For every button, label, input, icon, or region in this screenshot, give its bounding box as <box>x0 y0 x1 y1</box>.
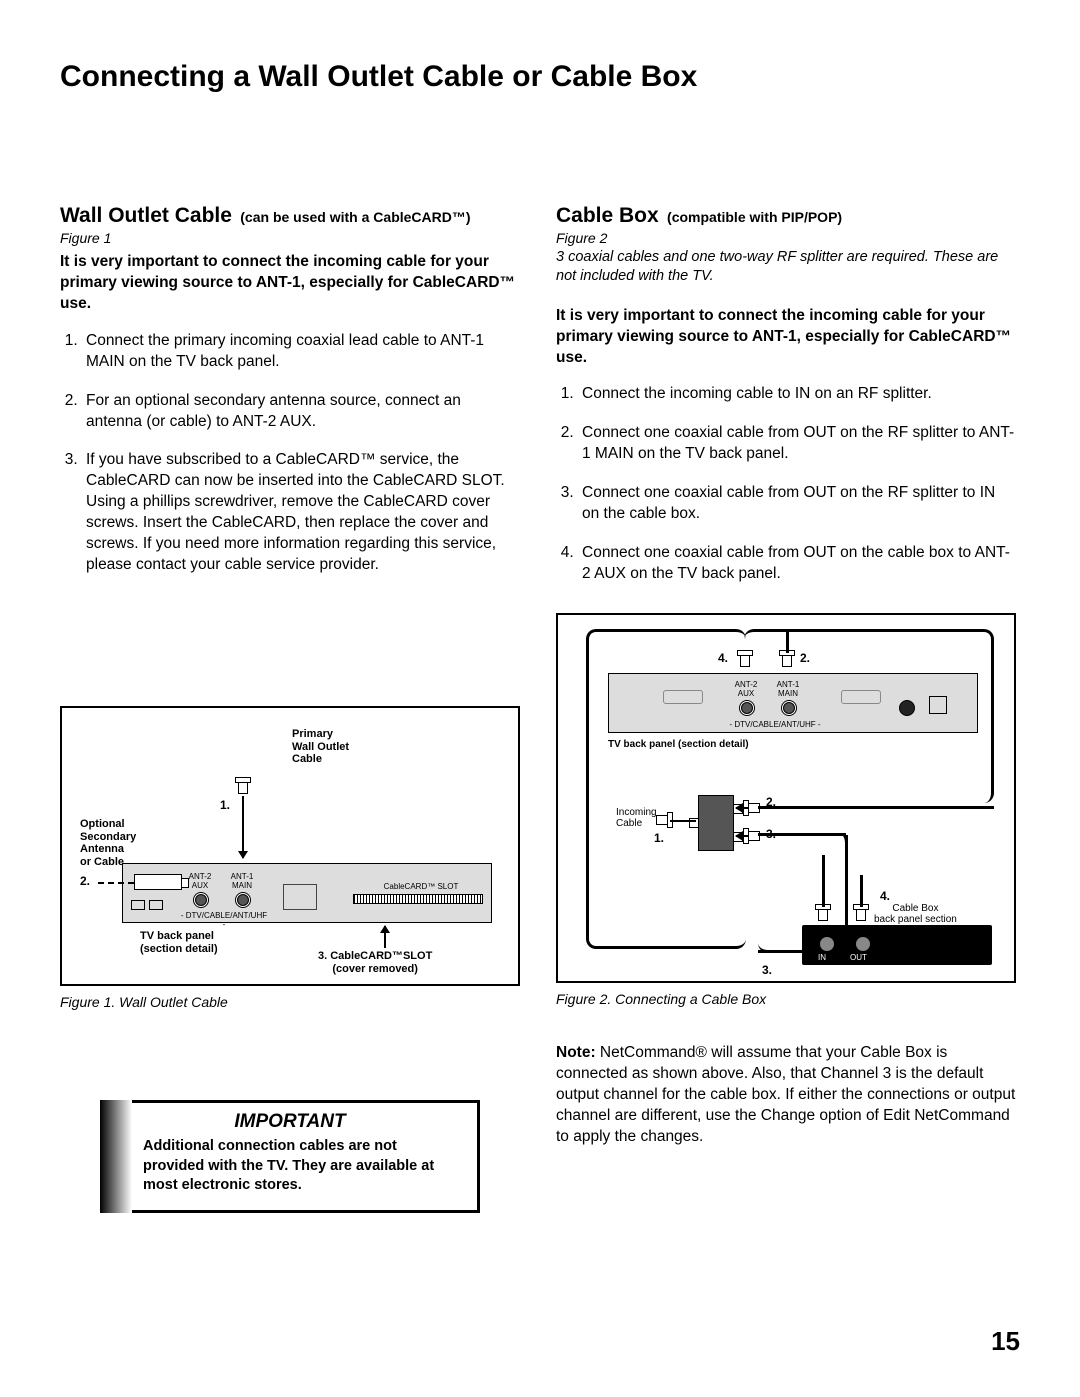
right-requirements: 3 coaxial cables and one two-way RF spli… <box>556 248 1016 286</box>
right-step-4: Connect one coaxial cable from OUT on th… <box>578 543 1016 585</box>
fig1-ant2-label: ANT-2AUX <box>185 872 215 890</box>
fig1-slot-callout: 3. CableCARD™SLOT(cover removed) <box>318 950 432 975</box>
figure2-label: Figure 2 <box>556 230 1016 246</box>
fig1-under-label: - DTV/CABLE/ANT/UHF - <box>179 911 269 929</box>
figure1-label: Figure 1 <box>60 230 520 246</box>
fig1-tv-panel: ANT-2AUX ANT-1MAIN - DTV/CABLE/ANT/UHF -… <box>122 863 492 923</box>
fig1-optional-label: OptionalSecondaryAntennaor Cable <box>80 818 136 869</box>
wall-outlet-heading: Wall Outlet Cable <box>60 204 232 227</box>
right-step-3: Connect one coaxial cable from OUT on th… <box>578 483 1016 525</box>
left-steps: Connect the primary incoming coaxial lea… <box>60 331 520 576</box>
left-step-3: If you have subscribed to a CableCARD™ s… <box>82 450 520 576</box>
fig1-ant1-label: ANT-1MAIN <box>227 872 257 890</box>
cable-box-heading-row: Cable Box (compatible with PIP/POP) <box>556 204 1016 228</box>
fig1-backpanel-label: TV back panel(section detail) <box>140 930 218 955</box>
figure1-caption: Figure 1. Wall Outlet Cable <box>60 994 520 1010</box>
fig2-cablebox-label: Cable Boxback panel section <box>874 903 957 925</box>
note-body: NetCommand® will assume that your Cable … <box>556 1044 1015 1145</box>
right-step-2: Connect one coaxial cable from OUT on th… <box>578 423 1016 465</box>
left-column: Wall Outlet Cable (can be used with a Ca… <box>60 204 520 1213</box>
right-intro: It is very important to connect the inco… <box>556 306 1016 369</box>
right-step-1: Connect the incoming cable to IN on an R… <box>578 384 1016 405</box>
wall-outlet-subheading: (can be used with a CableCARD™) <box>236 209 470 225</box>
cable-box-heading: Cable Box <box>556 204 659 227</box>
note-label: Note: <box>556 1044 596 1061</box>
fig1-num1: 1. <box>220 798 230 812</box>
left-step-1: Connect the primary incoming coaxial lea… <box>82 331 520 373</box>
left-intro: It is very important to connect the inco… <box>60 252 520 315</box>
fig1-slot-label: CableCARD™ SLOT <box>371 882 471 891</box>
fig2-num1: 1. <box>654 831 664 845</box>
important-text: Additional connection cables are not pro… <box>121 1137 459 1196</box>
page-number: 15 <box>991 1326 1020 1357</box>
fig2-cable-box: IN OUT <box>802 925 992 965</box>
right-steps: Connect the incoming cable to IN on an R… <box>556 384 1016 584</box>
fig1-primary-label: PrimaryWall OutletCable <box>292 728 349 766</box>
important-title: IMPORTANT <box>121 1111 459 1133</box>
important-box: IMPORTANT Additional connection cables a… <box>100 1100 480 1213</box>
fig2-splitter <box>698 795 734 851</box>
fig2-num4b: 4. <box>880 889 890 903</box>
content-columns: Wall Outlet Cable (can be used with a Ca… <box>60 204 1020 1213</box>
right-note: Note: NetCommand® will assume that your … <box>556 1043 1016 1148</box>
fig2-incoming-label: IncomingCable <box>616 807 657 829</box>
figure1-diagram: ANT-2AUX ANT-1MAIN - DTV/CABLE/ANT/UHF -… <box>60 706 520 986</box>
wall-outlet-heading-row: Wall Outlet Cable (can be used with a Ca… <box>60 204 520 228</box>
figure2-caption: Figure 2. Connecting a Cable Box <box>556 991 1016 1007</box>
page-title: Connecting a Wall Outlet Cable or Cable … <box>60 60 1020 94</box>
figure2-diagram: ANT-2AUX ANT-1MAIN - DTV/CABLE/ANT/UHF -… <box>556 613 1016 983</box>
cable-box-subheading: (compatible with PIP/POP) <box>663 209 842 225</box>
fig2-num3b: 3. <box>762 963 772 977</box>
right-column: Cable Box (compatible with PIP/POP) Figu… <box>556 204 1016 1213</box>
left-step-2: For an optional secondary antenna source… <box>82 391 520 433</box>
fig1-num2: 2. <box>80 874 90 888</box>
